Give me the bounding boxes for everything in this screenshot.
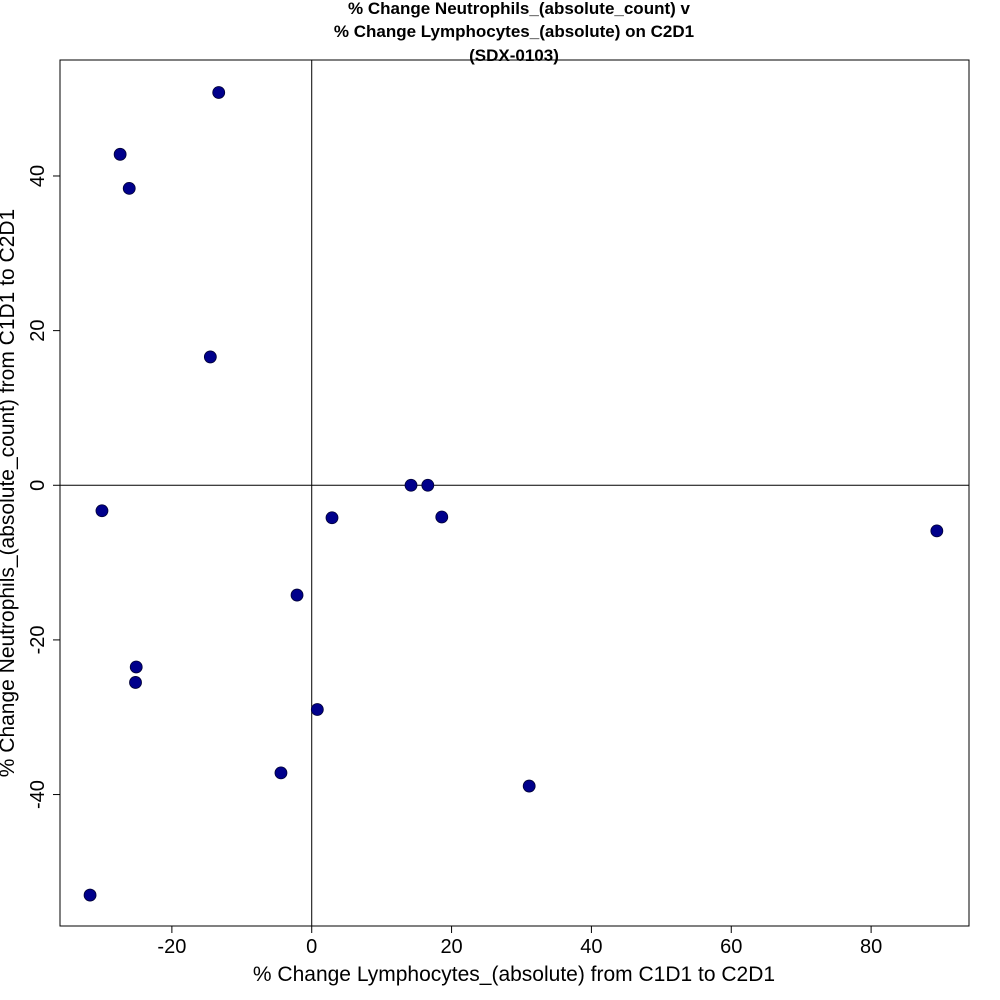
data-point	[113, 147, 127, 161]
y-tick-label: 20	[27, 320, 49, 342]
y-axis-ticks: -40 -20 0 20 40	[27, 165, 60, 809]
data-point	[212, 86, 226, 99]
reference-lines	[60, 60, 969, 926]
chart-title-line-3: (SDX-0103)	[469, 46, 559, 65]
data-point	[522, 779, 536, 793]
data-point	[325, 511, 339, 525]
data-point	[122, 181, 136, 195]
data-point	[310, 703, 324, 716]
x-tick-label: 20	[440, 936, 462, 958]
plot-area-frame	[59, 59, 970, 927]
data-point	[930, 524, 944, 538]
data-point	[274, 766, 288, 780]
x-axis-label: % Change Lymphocytes_(absolute) from C1D…	[253, 963, 775, 986]
data-point	[129, 676, 142, 689]
y-axis-label: % Change Neutrophils_(absolute_count) fr…	[0, 209, 19, 777]
x-tick-label: -20	[157, 936, 186, 958]
data-point	[435, 510, 449, 524]
data-point	[290, 588, 304, 602]
x-axis-ticks: -20 0 20 40 60 80	[157, 926, 882, 958]
data-point	[95, 504, 109, 518]
chart-title-line-1: % Change Neutrophils_(absolute_count) v	[348, 0, 690, 18]
y-tick-label: -20	[27, 625, 49, 654]
x-tick-label: 40	[580, 936, 602, 958]
x-tick-label: 80	[860, 936, 882, 958]
y-tick-label: 40	[27, 165, 49, 187]
data-point	[404, 478, 418, 492]
data-point	[203, 350, 217, 364]
x-tick-label: 0	[306, 936, 317, 958]
data-point	[129, 660, 143, 674]
y-tick-label: -40	[27, 780, 49, 809]
data-point	[421, 478, 435, 492]
data-points	[83, 86, 944, 902]
chart-title-line-2: % Change Lymphocytes_(absolute) on C2D1	[334, 22, 694, 41]
y-tick-label: 0	[27, 480, 49, 491]
data-point	[83, 888, 97, 902]
x-tick-label: 60	[720, 936, 742, 958]
